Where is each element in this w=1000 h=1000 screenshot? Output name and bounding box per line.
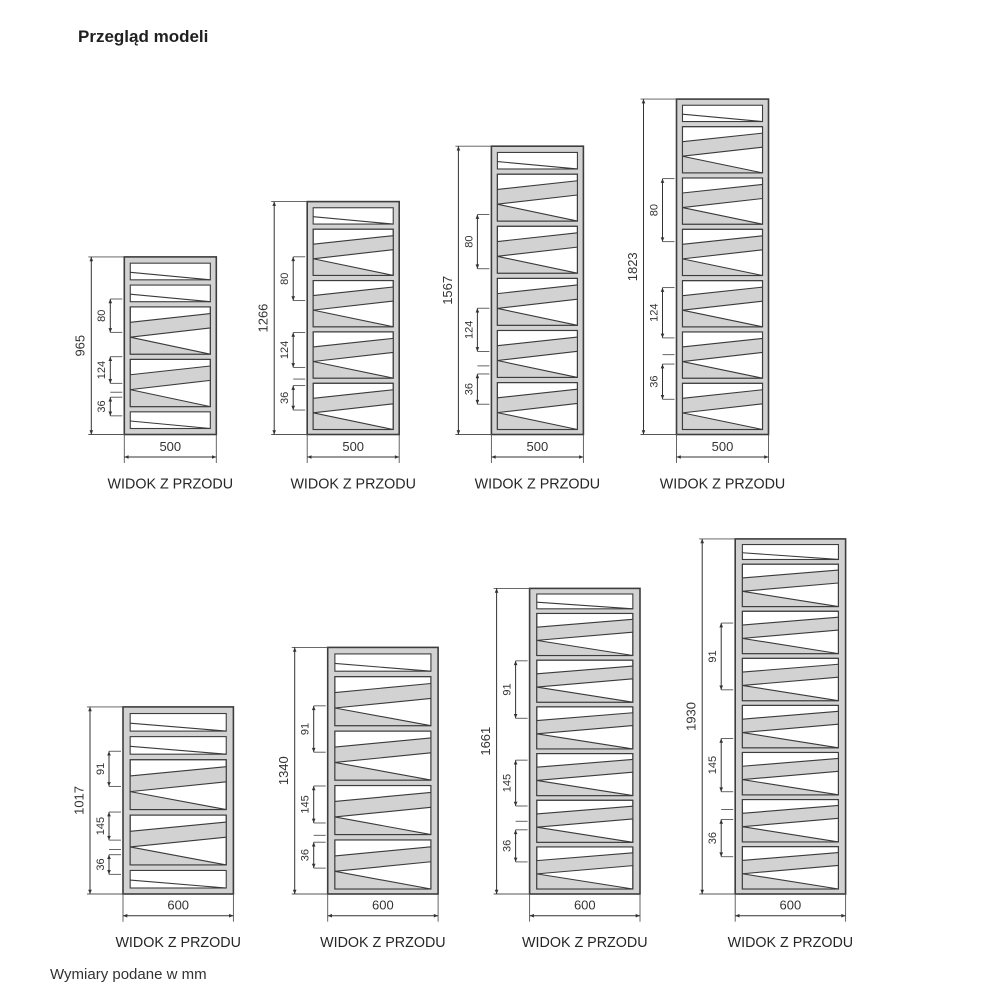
svg-text:Wymiary podane w mm: Wymiary podane w mm [50, 966, 207, 983]
svg-text:Przegląd modeli: Przegląd modeli [78, 27, 208, 46]
svg-text:WIDOK Z PRZODU: WIDOK Z PRZODU [108, 477, 234, 493]
svg-text:1567: 1567 [440, 276, 455, 305]
svg-text:WIDOK Z PRZODU: WIDOK Z PRZODU [660, 477, 786, 493]
svg-text:36: 36 [96, 400, 108, 412]
svg-text:36: 36 [648, 376, 660, 388]
svg-text:91: 91 [502, 683, 514, 695]
svg-text:WIDOK Z PRZODU: WIDOK Z PRZODU [320, 935, 446, 951]
svg-text:WIDOK Z PRZODU: WIDOK Z PRZODU [475, 477, 601, 493]
svg-text:145: 145 [707, 756, 719, 774]
svg-text:80: 80 [96, 310, 108, 322]
svg-text:500: 500 [342, 439, 364, 454]
svg-text:124: 124 [463, 321, 475, 339]
svg-text:36: 36 [463, 383, 475, 395]
svg-text:80: 80 [648, 204, 660, 216]
svg-text:145: 145 [95, 817, 107, 835]
svg-text:600: 600 [574, 898, 596, 913]
svg-text:1017: 1017 [71, 786, 86, 815]
svg-text:WIDOK Z PRZODU: WIDOK Z PRZODU [290, 477, 416, 493]
svg-text:1266: 1266 [256, 304, 271, 333]
svg-text:91: 91 [300, 723, 312, 735]
svg-text:1823: 1823 [625, 252, 640, 281]
svg-text:145: 145 [300, 795, 312, 813]
svg-text:1340: 1340 [276, 756, 291, 785]
svg-text:36: 36 [300, 849, 312, 861]
svg-text:1930: 1930 [684, 702, 699, 731]
svg-text:1661: 1661 [478, 727, 493, 756]
svg-text:91: 91 [707, 650, 719, 662]
svg-text:80: 80 [463, 236, 475, 248]
svg-text:500: 500 [712, 439, 734, 454]
svg-text:91: 91 [95, 763, 107, 775]
svg-text:965: 965 [73, 335, 88, 357]
svg-text:145: 145 [502, 774, 514, 792]
svg-text:WIDOK Z PRZODU: WIDOK Z PRZODU [522, 935, 648, 951]
svg-text:124: 124 [279, 341, 291, 359]
svg-text:36: 36 [95, 858, 107, 870]
svg-text:124: 124 [648, 304, 660, 322]
svg-text:600: 600 [372, 898, 394, 913]
svg-text:500: 500 [527, 439, 549, 454]
svg-text:36: 36 [279, 392, 291, 404]
svg-text:WIDOK Z PRZODU: WIDOK Z PRZODU [115, 935, 241, 951]
svg-text:124: 124 [96, 361, 108, 379]
svg-text:600: 600 [167, 898, 189, 913]
svg-text:600: 600 [780, 898, 802, 913]
svg-text:80: 80 [279, 273, 291, 285]
svg-text:36: 36 [707, 832, 719, 844]
svg-text:500: 500 [159, 439, 181, 454]
svg-text:36: 36 [502, 840, 514, 852]
svg-text:WIDOK Z PRZODU: WIDOK Z PRZODU [728, 935, 854, 951]
